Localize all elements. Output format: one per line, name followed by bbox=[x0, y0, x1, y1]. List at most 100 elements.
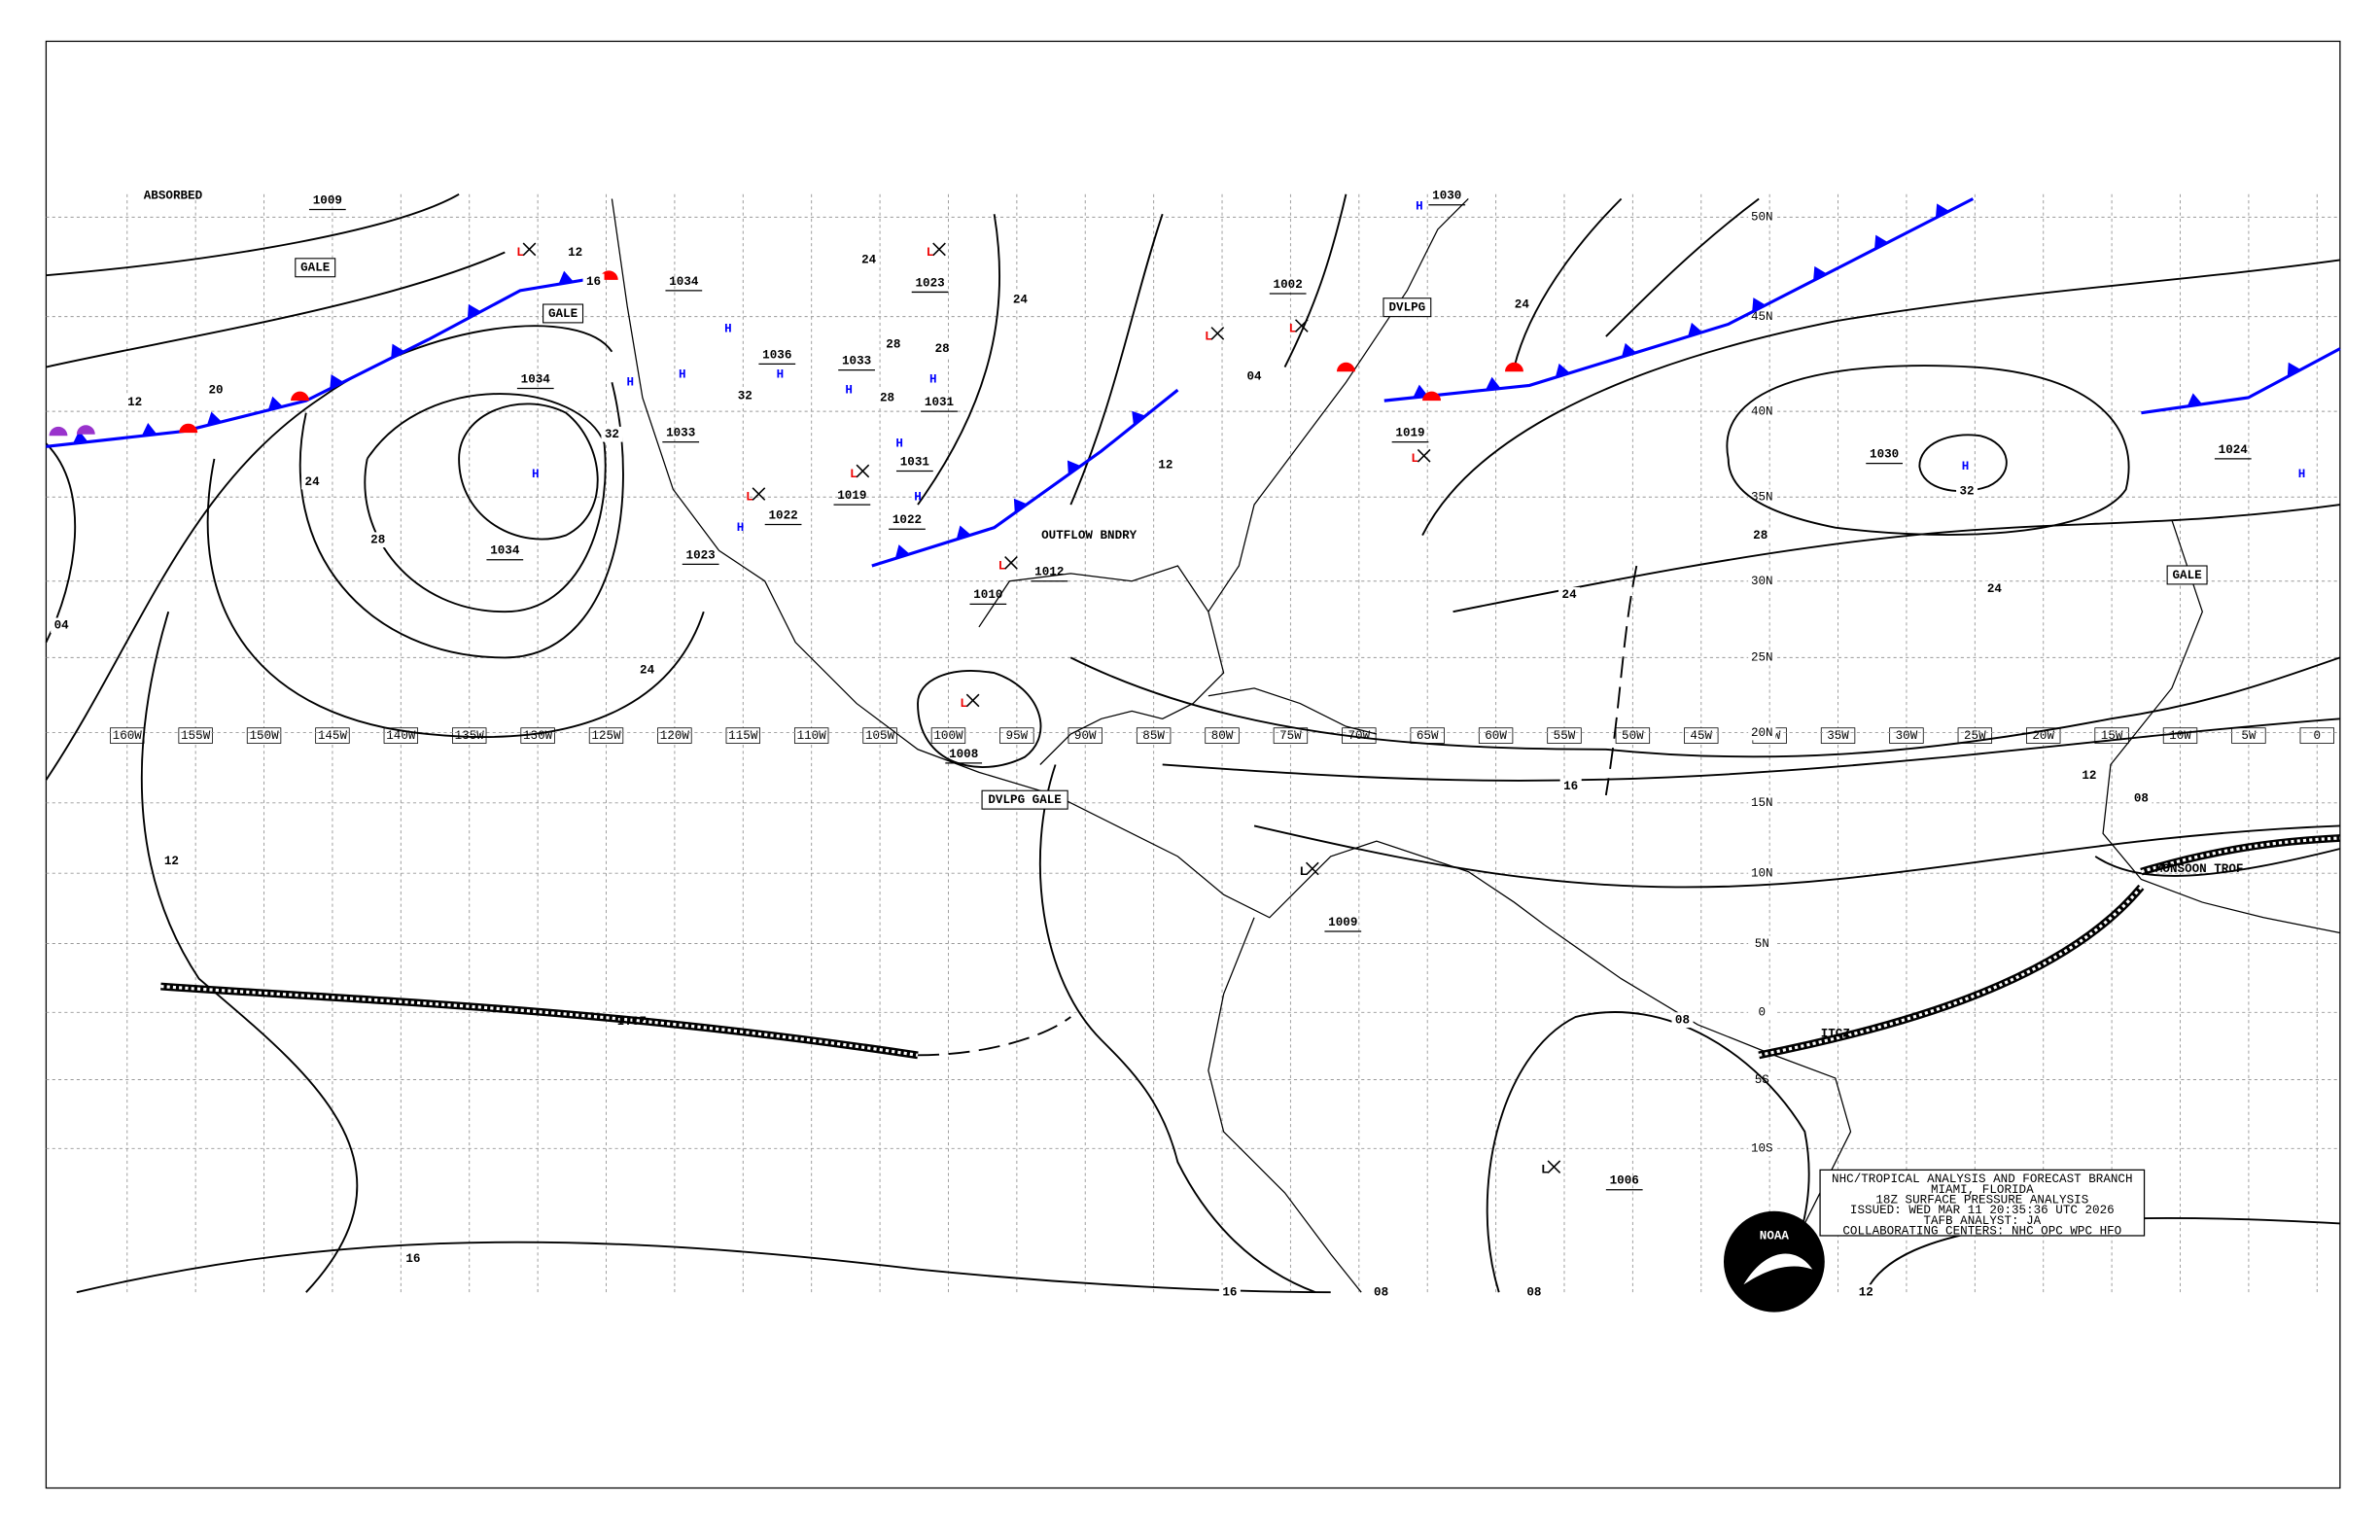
title-line: ISSUED: WED MAR 11 20:35:36 UTC 2026 bbox=[1850, 1204, 2115, 1217]
low-marker bbox=[752, 487, 766, 501]
front-pip bbox=[1013, 498, 1028, 513]
center-pressure: 1034 bbox=[490, 544, 520, 558]
low-center: L bbox=[927, 246, 934, 260]
lat-label: 15N bbox=[1751, 796, 1773, 810]
lat-label: 10N bbox=[1751, 867, 1773, 881]
isobar-label-bg bbox=[1370, 1284, 1392, 1301]
isobar-label: 12 bbox=[127, 396, 142, 409]
high-center: H bbox=[737, 521, 745, 535]
lon-label-box bbox=[178, 727, 213, 744]
lon-label: 85W bbox=[1142, 729, 1165, 743]
lon-label-box bbox=[1136, 727, 1172, 744]
low-marker bbox=[856, 464, 870, 478]
low-center: L bbox=[1541, 1164, 1549, 1177]
front-pip bbox=[141, 423, 158, 437]
occluded-front-pip bbox=[76, 425, 95, 435]
isobar-label: 32 bbox=[605, 428, 619, 441]
lon-label: 0 bbox=[2314, 729, 2322, 743]
lon-label-box bbox=[725, 727, 760, 744]
lat-label: 30N bbox=[1751, 575, 1773, 588]
low-center: L bbox=[746, 491, 753, 505]
isobar bbox=[458, 402, 599, 541]
labels: H H H H H H H H H H H H H L L L L L L L L L L L 1009 1034 1034 1033… bbox=[51, 190, 2305, 1301]
isobar-label-bg bbox=[564, 244, 586, 261]
low-marker bbox=[932, 242, 946, 257]
isobar-label: 08 bbox=[1374, 1286, 1388, 1300]
isobar-label-bg bbox=[204, 382, 228, 398]
lon-label-box bbox=[930, 727, 966, 744]
title-block bbox=[1819, 1169, 2146, 1237]
center-pressure: 1023 bbox=[915, 276, 944, 290]
feature-label: ITCZ bbox=[1821, 1028, 1850, 1041]
front-pip bbox=[1067, 460, 1081, 475]
isobar-label: 08 bbox=[1526, 1286, 1541, 1300]
feature-label: ABSORBED bbox=[144, 190, 203, 203]
lon-label: 70W bbox=[1348, 729, 1370, 743]
low-center: L bbox=[1411, 452, 1418, 466]
monsoon-trough-inner bbox=[2140, 836, 2340, 874]
warm-front-pip bbox=[1337, 362, 1355, 372]
graticule: 160W 155W 150W 145W 140W 135W 130W 125W 120W 115W… bbox=[46, 193, 2340, 1293]
lon-label: 35W bbox=[1827, 729, 1849, 743]
front-pip bbox=[956, 525, 971, 540]
isobar bbox=[45, 325, 613, 781]
lon-label-box bbox=[2231, 727, 2266, 744]
low-center: L bbox=[1300, 865, 1308, 879]
front-pip bbox=[1935, 203, 1949, 219]
logo-text: NOAA bbox=[1760, 1229, 1790, 1242]
isobar bbox=[76, 1241, 1331, 1294]
lat-label: 5N bbox=[1755, 937, 1769, 951]
front-pip bbox=[1621, 342, 1636, 358]
lat-label-box bbox=[1748, 865, 1776, 882]
center-pressure: 1019 bbox=[1395, 426, 1424, 439]
low-marker bbox=[1004, 556, 1018, 570]
lon-label-box bbox=[588, 727, 624, 744]
low-marker bbox=[965, 693, 980, 708]
center-pressure: 1012 bbox=[1034, 566, 1064, 579]
isobar-label-bg bbox=[1983, 580, 2006, 597]
isobar-label: 32 bbox=[1960, 484, 1975, 498]
low-marker bbox=[522, 242, 537, 257]
isobar-label-bg bbox=[1154, 457, 1176, 473]
lon-label: 30W bbox=[1896, 729, 1918, 743]
isobar-label: 12 bbox=[568, 246, 582, 260]
lon-label: 65W bbox=[1417, 729, 1439, 743]
front-pip bbox=[894, 544, 910, 559]
isobar-label: 08 bbox=[1675, 1014, 1690, 1028]
feature-box bbox=[542, 303, 584, 324]
center-pressure: 1033 bbox=[666, 426, 695, 439]
lat-label-box bbox=[1748, 403, 1776, 419]
isobar bbox=[917, 670, 1042, 768]
high-center: H bbox=[724, 323, 732, 336]
isobar-label-bg bbox=[931, 340, 954, 357]
feature-box bbox=[2166, 565, 2208, 585]
lon-label-box bbox=[246, 727, 282, 744]
isobar-label: 16 bbox=[1563, 780, 1578, 793]
lon-label: 120W bbox=[660, 729, 690, 743]
isobar-label: 28 bbox=[886, 337, 900, 351]
isobar-label: 24 bbox=[1987, 582, 2003, 596]
front-pip bbox=[2287, 362, 2301, 377]
isobar-label-bg bbox=[1956, 483, 1978, 499]
isobar-label-bg bbox=[1749, 527, 1771, 543]
front-pip bbox=[1688, 322, 1703, 337]
coast-cuba bbox=[1208, 687, 1378, 735]
lon-label-box bbox=[1205, 727, 1240, 744]
center-pressure: 1019 bbox=[837, 489, 866, 503]
center-pressure: 1010 bbox=[973, 588, 1002, 602]
feature-label: OUTFLOW BNDRY bbox=[1041, 529, 1138, 542]
isobar-label-bg bbox=[402, 1250, 424, 1267]
front-pip bbox=[1132, 410, 1146, 426]
feature-label: GALE bbox=[548, 307, 578, 321]
center-pressure: 1008 bbox=[949, 748, 978, 761]
feature-label: MONSOON TROF bbox=[2155, 862, 2244, 876]
lon-label: 145W bbox=[318, 729, 348, 743]
isobar-label: 28 bbox=[1753, 529, 1768, 542]
isobar bbox=[1069, 656, 2341, 758]
coast-north-america bbox=[611, 198, 1546, 927]
front-pip bbox=[206, 411, 223, 426]
lat-label-box bbox=[1748, 649, 1776, 666]
high-center: H bbox=[914, 491, 922, 505]
high-center: H bbox=[627, 376, 635, 390]
isobar bbox=[298, 382, 624, 659]
